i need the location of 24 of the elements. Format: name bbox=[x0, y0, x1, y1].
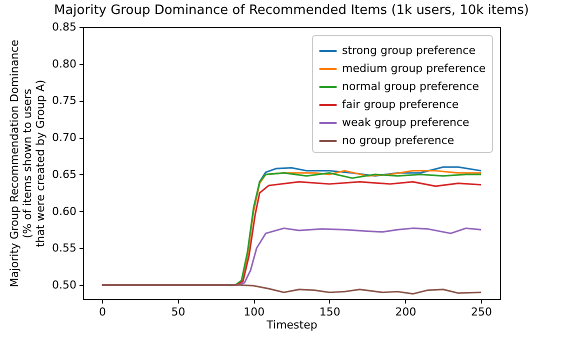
y-tick-label: 0.60 bbox=[52, 204, 76, 218]
x-tick-label: 200 bbox=[395, 306, 416, 318]
legend-label: strong group preference bbox=[342, 44, 476, 57]
x-axis-title: Timestep bbox=[266, 318, 318, 332]
chart-title: Majority Group Dominance of Recommended Items (1k users, 10k items) bbox=[54, 3, 530, 18]
y-tick-label: 0.75 bbox=[52, 94, 76, 108]
x-tick-label: 250 bbox=[471, 306, 492, 318]
y-tick-label: 0.70 bbox=[52, 131, 76, 144]
line-series bbox=[101, 284, 482, 295]
y-tick-label: 0.50 bbox=[52, 278, 76, 292]
y-tick-label: 0.65 bbox=[52, 168, 76, 181]
x-tick-label: 100 bbox=[244, 306, 265, 318]
y-tick-label: 0.55 bbox=[52, 242, 76, 255]
x-tick-label: 150 bbox=[319, 306, 340, 318]
legend-label: fair group preference bbox=[342, 98, 459, 111]
y-tick-label: 0.85 bbox=[52, 20, 76, 34]
x-tick-label: 0 bbox=[98, 306, 106, 318]
legend-label: medium group preference bbox=[342, 62, 486, 75]
y-tick-label: 0.80 bbox=[52, 57, 76, 70]
legend-label: weak group preference bbox=[342, 116, 470, 129]
y-axis-title: Majority Group Recommendation Dominance (% of items shown to users that were created by Group A) bbox=[8, 40, 48, 288]
legend-label: normal group preference bbox=[342, 80, 480, 93]
x-tick-label: 50 bbox=[171, 306, 186, 318]
legend-label: no group preference bbox=[342, 134, 454, 147]
